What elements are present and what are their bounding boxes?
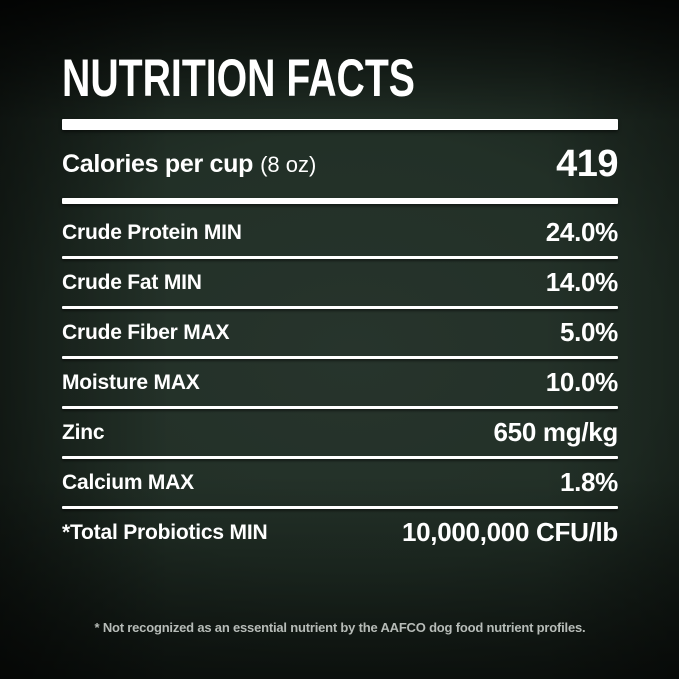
nutrient-row-crude-fiber: Crude Fiber MAX 5.0% <box>62 309 618 356</box>
calories-divider <box>62 198 618 204</box>
nutrient-value: 24.0% <box>545 217 619 247</box>
nutrient-row-crude-protein: Crude Protein MIN 24.0% <box>62 209 618 256</box>
nutrient-value: 14.0% <box>545 267 619 297</box>
nutrition-facts-panel: NUTRITION FACTS Calories per cup (8 oz) … <box>0 49 679 636</box>
nutrient-label: *Total Probiotics MIN <box>62 520 268 544</box>
nutrient-row-moisture: Moisture MAX 10.0% <box>62 359 618 406</box>
row-divider <box>62 306 618 309</box>
nutrient-row-calcium: Calcium MAX 1.8% <box>62 459 618 506</box>
calories-label: Calories per cup <box>62 149 254 178</box>
nutrient-row-crude-fat: Crude Fat MIN 14.0% <box>62 259 618 306</box>
nutrient-value: 650 mg/kg <box>493 417 619 447</box>
nutrient-value: 1.8% <box>559 467 618 497</box>
nutrient-label: Crude Fiber MAX <box>62 320 230 344</box>
calories-label-group: Calories per cup (8 oz) <box>62 150 316 179</box>
nutrient-row-probiotics: *Total Probiotics MIN 10,000,000 CFU/lb <box>62 509 618 556</box>
nutrient-label: Zinc <box>62 420 105 444</box>
nutrient-value: 10,000,000 CFU/lb <box>401 517 618 547</box>
nutrient-label: Moisture MAX <box>62 370 200 394</box>
row-divider <box>62 256 618 259</box>
row-divider <box>62 456 618 459</box>
row-divider <box>62 356 618 359</box>
title-divider <box>62 119 618 130</box>
row-divider <box>62 506 618 509</box>
nutrient-label: Crude Fat MIN <box>62 270 202 294</box>
nutrient-label: Crude Protein MIN <box>62 220 242 244</box>
calories-value: 419 <box>556 142 618 185</box>
nutrient-value: 5.0% <box>559 317 618 347</box>
calories-serving-unit: (8 oz) <box>260 151 317 177</box>
nutrient-row-zinc: Zinc 650 mg/kg <box>62 409 618 456</box>
nutrient-label: Calcium MAX <box>62 470 194 494</box>
nutrient-value: 10.0% <box>545 367 619 397</box>
calories-row: Calories per cup (8 oz) 419 <box>62 130 618 198</box>
row-divider <box>62 406 618 409</box>
aafco-footnote: * Not recognized as an essential nutrien… <box>94 620 586 635</box>
panel-title: NUTRITION FACTS <box>62 49 415 108</box>
nutrient-rows: Crude Protein MIN 24.0% Crude Fat MIN 14… <box>62 209 618 556</box>
